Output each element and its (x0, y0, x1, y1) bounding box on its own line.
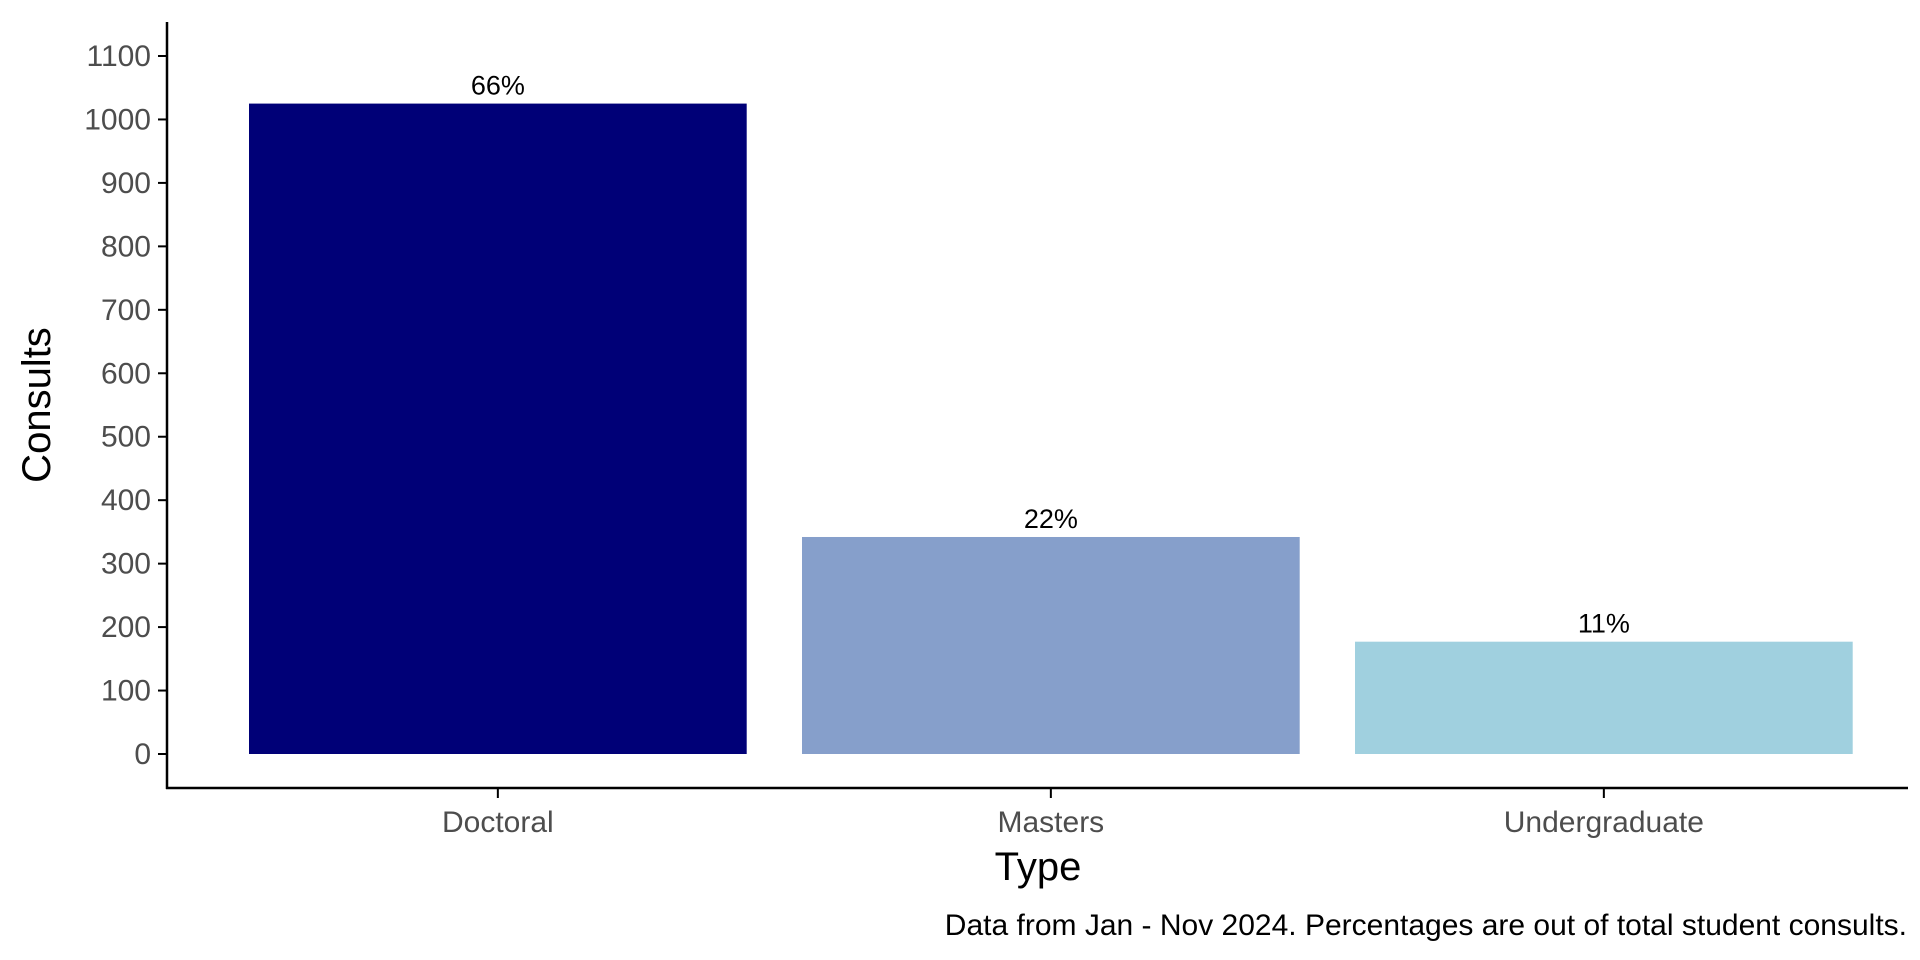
y-tick-label: 300 (101, 548, 151, 581)
y-tick-label: 1100 (86, 40, 151, 73)
x-tick-label: Undergraduate (1504, 806, 1704, 839)
y-tick-label: 100 (101, 675, 151, 708)
y-tick-label: 600 (101, 357, 151, 390)
y-tick-label: 200 (101, 611, 151, 644)
chart-caption: Data from Jan - Nov 2024. Percentages ar… (945, 909, 1907, 942)
y-tick-label: 500 (101, 421, 151, 454)
y-tick-label: 400 (101, 484, 151, 517)
bar-doctoral (249, 103, 747, 754)
y-axis-ticks: 0 100 200 300 400 500 600 700 800 900 1000 1100 (84, 40, 167, 771)
y-tick-label: 1000 (84, 103, 151, 136)
y-tick-label: 0 (134, 738, 151, 771)
bar-data-label: 22% (1024, 504, 1078, 534)
bar-undergraduate (1355, 641, 1853, 754)
y-tick-label: 800 (101, 230, 151, 263)
y-tick-label: 700 (101, 294, 151, 327)
bar-masters (802, 536, 1300, 754)
bar-data-labels: 66% 22% 11% (471, 71, 1630, 639)
x-axis-title: Type (995, 845, 1082, 889)
bar-data-label: 66% (471, 71, 525, 101)
x-tick-label: Masters (998, 806, 1105, 839)
y-tick-label: 900 (101, 167, 151, 200)
bar-data-label: 11% (1578, 609, 1630, 639)
bars (249, 103, 1853, 754)
y-axis-title: Consults (15, 327, 59, 483)
x-axis-ticks: Doctoral Masters Undergraduate (442, 789, 1704, 839)
x-tick-label: Doctoral (442, 806, 554, 839)
